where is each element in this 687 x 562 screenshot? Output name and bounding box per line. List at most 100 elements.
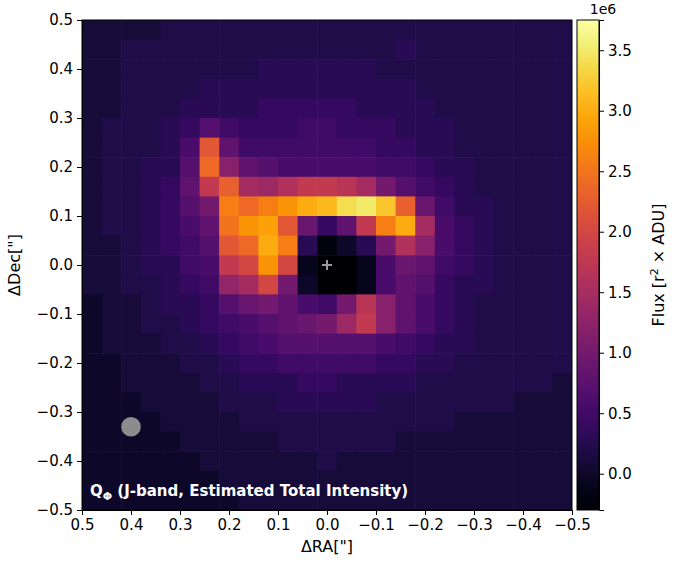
tick-label: 0.3 [169,516,193,534]
cell [317,20,337,40]
cell [180,432,200,452]
tick-label: 0.0 [316,516,340,534]
cell [219,294,239,314]
y-axis-title: ΔDec["] [5,234,24,296]
cell [121,236,141,256]
cell [494,314,514,334]
cell [337,353,357,373]
cell [298,275,318,295]
tick-mark [77,314,82,315]
cell [160,373,180,393]
plot-frame [82,20,572,510]
cell [396,236,416,256]
tick: −0.1 [37,305,82,323]
cell [219,451,239,471]
cell [258,216,278,236]
cell [494,98,514,118]
tick-mark [77,412,82,413]
cell [219,373,239,393]
tick-mark [77,216,82,217]
tick: 3.0 [599,102,632,120]
cell [494,79,514,99]
cell [278,138,298,158]
cell [180,373,200,393]
cell [415,20,435,40]
cell [160,353,180,373]
tick-label: −0.3 [456,516,492,534]
cell [160,334,180,354]
cell [513,451,533,471]
cell [219,98,239,118]
cell [356,20,376,40]
cell [278,98,298,118]
cell [82,451,102,471]
cell [513,353,533,373]
cell [317,79,337,99]
cell [337,118,357,138]
cell [376,373,396,393]
cell [180,353,200,373]
cell [376,157,396,177]
cell [317,412,337,432]
cell [82,314,102,334]
cell [552,334,572,354]
cell [435,157,455,177]
cell [552,236,572,256]
cell [474,236,494,256]
cell [180,20,200,40]
cell [376,412,396,432]
cell [82,294,102,314]
cell [102,373,122,393]
cell [552,216,572,236]
cell [298,255,318,275]
cell [160,314,180,334]
cell [102,236,122,256]
cell [121,334,141,354]
cell [454,157,474,177]
cell [298,236,318,256]
tick-label: 0.2 [49,158,73,176]
cell [239,314,259,334]
cell [141,59,161,79]
cell [435,490,455,510]
cell [337,334,357,354]
cell [298,432,318,452]
cell [141,294,161,314]
tick: −0.2 [407,510,443,534]
cell [435,294,455,314]
tick-label: −0.1 [358,516,394,534]
cell [317,138,337,158]
cell [160,236,180,256]
annotation-rest: (J-band, Estimated Total Intensity) [112,482,408,500]
cell [474,353,494,373]
cell [298,294,318,314]
cell [278,236,298,256]
tick: 0.5 [49,11,82,29]
tick-label: 1.5 [608,284,632,302]
cell [102,432,122,452]
cell [396,294,416,314]
cell [376,334,396,354]
cell [317,118,337,138]
cell [435,20,455,40]
cell [513,373,533,393]
cell [533,79,553,99]
cell [533,20,553,40]
cell [141,412,161,432]
cell [533,138,553,158]
cell [396,138,416,158]
tick-label: −0.1 [37,305,73,323]
cell [376,353,396,373]
cell [513,255,533,275]
cell [435,236,455,256]
tick: 0.0 [599,465,632,483]
cell [160,216,180,236]
cell [278,216,298,236]
cell [219,236,239,256]
cell [160,275,180,295]
cell [239,334,259,354]
cell [474,373,494,393]
cell [533,196,553,216]
cell [435,196,455,216]
cell [298,196,318,216]
